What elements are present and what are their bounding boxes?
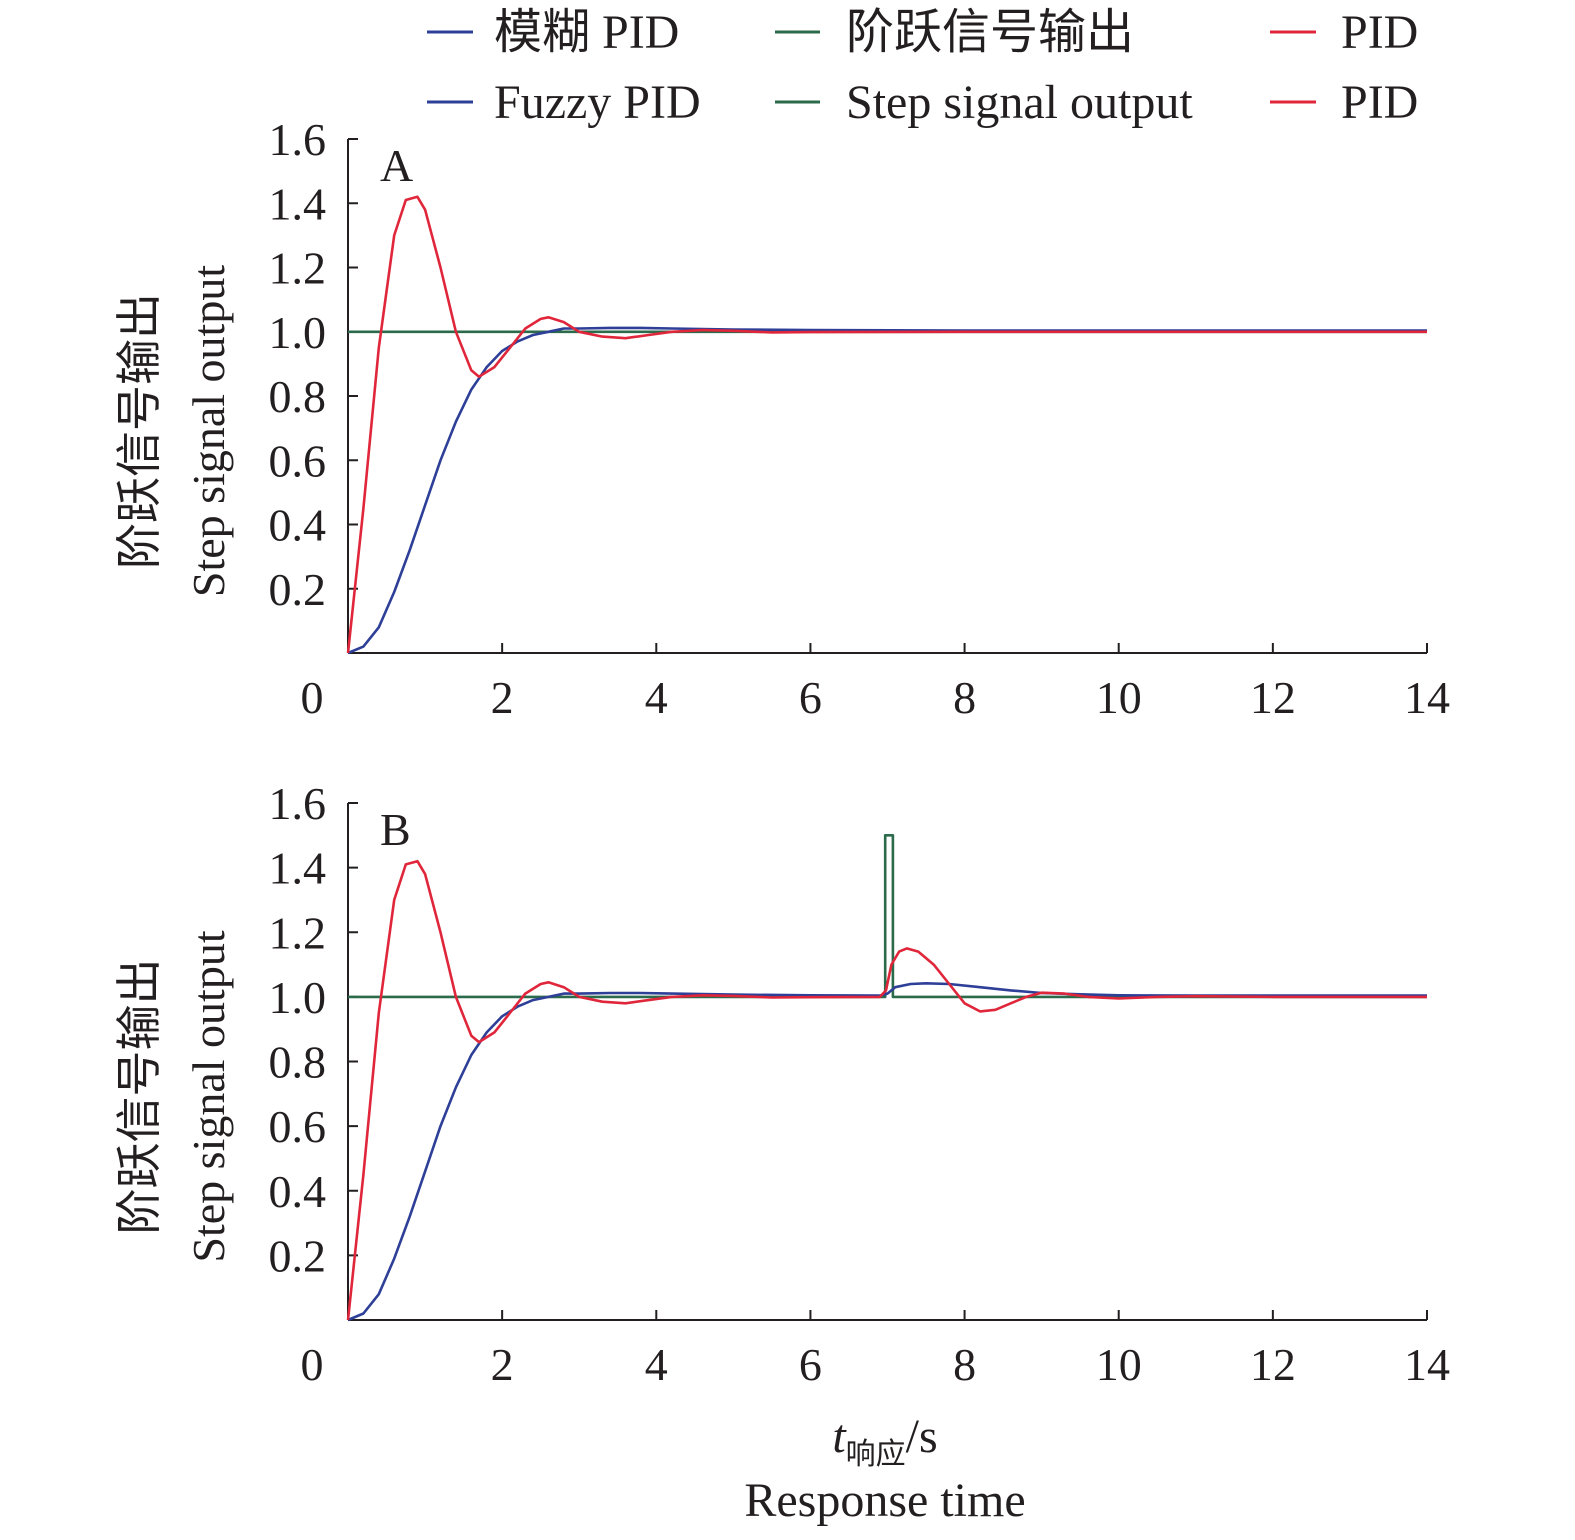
x-axis-label-en: Response time: [744, 1474, 1025, 1527]
y-tick-label: 1.2: [269, 907, 327, 958]
x-tick-label: 12: [1250, 672, 1296, 723]
x-tick-label: 10: [1096, 672, 1142, 723]
y-tick-label: 0.2: [269, 1230, 327, 1281]
y-tick-label: 1.6: [269, 778, 327, 829]
legend-label-pid-zh: PID: [1341, 6, 1418, 59]
x-tick-label: 12: [1250, 1339, 1296, 1390]
x-axis-unit: /s: [906, 1410, 938, 1463]
y-axis-label-zh: 阶跃信号输出: [112, 959, 166, 1235]
chart-panel-b: 0 2 4 6 8 10 12 14 0.2 0.4 0.6 0.8 1.0 1.2 1.4 1.6 B 阶跃信号…: [112, 778, 1450, 1390]
y-tick-label: 0.8: [269, 371, 327, 422]
panel-label: B: [380, 804, 411, 855]
series-line-fuzzy-pid: [347, 326, 1427, 655]
series-line-fuzzy-pid: [347, 981, 1427, 1322]
legend: 模糊 PID Fuzzy PID 阶跃信号输出 Step signal outp…: [427, 6, 1418, 129]
series-line-pid: [346, 195, 1427, 654]
y-tick-label: 0.8: [269, 1037, 327, 1088]
legend-label-fuzzy-pid-zh: 模糊 PID: [494, 6, 679, 59]
x-tick-label: 14: [1404, 1339, 1450, 1390]
x-tick-label: 4: [645, 672, 668, 723]
y-tick-label: 0.4: [269, 1166, 327, 1217]
y-tick-label: 1.0: [269, 972, 327, 1023]
y-tick-label: 1.6: [269, 114, 327, 165]
y-tick-label: 0.6: [269, 1101, 327, 1152]
x-tick-label: 4: [645, 1339, 668, 1390]
series-line-step-signal: [348, 833, 1427, 999]
legend-label-step-zh: 阶跃信号输出: [846, 6, 1134, 59]
x-axis-symbol: t: [832, 1410, 847, 1463]
y-tick-label: 0.2: [269, 564, 327, 615]
y-tick-label: 0.4: [269, 500, 327, 551]
x-tick-label: 14: [1404, 672, 1450, 723]
legend-label-step-en: Step signal output: [846, 76, 1193, 129]
panel-label: A: [380, 140, 413, 191]
legend-label-pid-en: PID: [1341, 76, 1418, 129]
y-tick-label: 0.6: [269, 435, 327, 486]
x-axis-label-zh: t响应/s: [832, 1410, 937, 1472]
y-axis-label-en: Step signal output: [183, 930, 234, 1262]
x-tick-label: 6: [799, 1339, 822, 1390]
y-tick-label: 1.0: [269, 307, 327, 358]
x-tick-label: 2: [491, 1339, 514, 1390]
legend-label-fuzzy-pid-en: Fuzzy PID: [494, 76, 701, 129]
x-tick-label: 0: [301, 1339, 324, 1390]
y-tick-label: 1.2: [269, 243, 327, 294]
x-tick-label: 6: [799, 672, 822, 723]
chart-panel-a: 0 2 4 6 8 10 12 14 0.2 0.4 0.6 0.8 1.0 1.2 1.4 1.6 A 阶跃信号…: [112, 114, 1450, 723]
y-axis-label-en: Step signal output: [183, 265, 234, 597]
x-tick-label: 2: [491, 672, 514, 723]
y-axis-label-zh: 阶跃信号输出: [112, 293, 166, 569]
x-tick-label: 8: [953, 672, 976, 723]
series-line-pid: [346, 859, 1427, 1321]
x-tick-label: 8: [953, 1339, 976, 1390]
x-axis-subscript: 响应: [846, 1437, 906, 1472]
y-tick-label: 1.4: [269, 843, 327, 894]
x-tick-label: 10: [1096, 1339, 1142, 1390]
x-tick-label: 0: [301, 672, 324, 723]
y-tick-label: 1.4: [269, 178, 327, 229]
x-axis-title: t响应/s Response time: [744, 1410, 1025, 1527]
